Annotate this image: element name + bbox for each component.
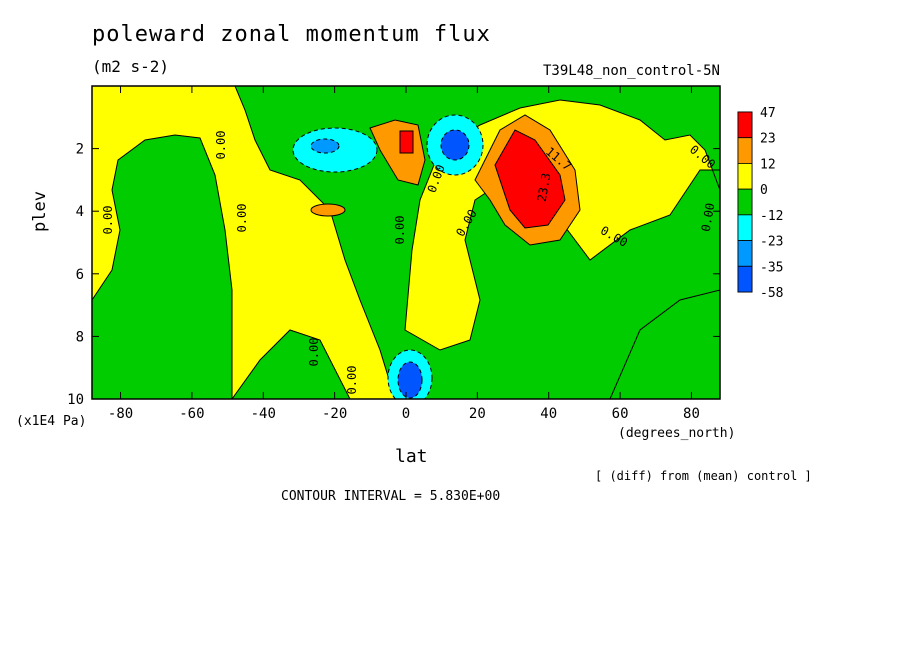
colorbar-swatch [737, 137, 753, 164]
colorbar-swatch [737, 188, 753, 216]
x-tick-label: 40 [540, 406, 557, 422]
contour-label: 0.00 [214, 131, 228, 160]
colorbar-swatch [737, 265, 753, 293]
colorbar-level-label: 47 [760, 106, 776, 121]
x-axis-units: (degrees_north) [618, 426, 736, 441]
contour-label: 0.00 [393, 216, 407, 245]
x-tick-label: 20 [469, 406, 486, 422]
field-blue [310, 138, 340, 154]
colorbar-swatch [737, 240, 753, 267]
field-blue [397, 361, 423, 399]
diff-note: [ (diff) from (mean) control ] [595, 469, 812, 483]
y-axis-units: (x1E4 Pa) [16, 414, 87, 429]
field-orange [310, 203, 346, 217]
y-tick-label: 4 [76, 204, 84, 220]
y-tick-label: 2 [76, 142, 84, 158]
field-green [609, 289, 720, 399]
colorbar-swatch [737, 111, 753, 139]
x-tick-label: -40 [251, 406, 276, 422]
chart-title: poleward zonal momentum flux [92, 22, 491, 47]
contour-interval: CONTOUR INTERVAL = 5.830E+00 [281, 489, 501, 504]
field-blue [440, 129, 470, 161]
field-green [231, 329, 351, 399]
contour-label: 0.00 [101, 206, 115, 235]
field-red [399, 130, 414, 154]
colorbar-level-label: -35 [760, 260, 783, 275]
colorbar-level-label: -58 [760, 286, 783, 301]
x-tick-label: 80 [683, 406, 700, 422]
colorbar-level-label: -23 [760, 235, 783, 250]
field-green [92, 86, 233, 399]
colorbar-level-label: 0 [760, 183, 768, 198]
y-tick-label: 6 [76, 267, 84, 283]
y-tick-label: 8 [76, 329, 84, 345]
colorbar-level-label: -12 [760, 209, 783, 224]
contour-label: 0.00 [345, 366, 359, 395]
run-label: T39L48_non_control-5N [542, 63, 720, 79]
contour-label: 0.00 [699, 202, 718, 233]
x-tick-label: -20 [322, 406, 347, 422]
y-tick-label: 10 [67, 392, 84, 408]
x-tick-label: 0 [402, 406, 410, 422]
field-red [494, 129, 566, 229]
contour-label: 0.00 [307, 338, 321, 367]
colorbar-level-label: 12 [760, 157, 776, 172]
x-tick-label: -60 [179, 406, 204, 422]
colorbar-swatch [737, 163, 753, 190]
x-tick-label: 60 [612, 406, 629, 422]
x-axis-label: lat [395, 446, 428, 467]
x-tick-label: -80 [108, 406, 133, 422]
contour-label: 0.00 [235, 204, 249, 233]
colorbar-level-label: 23 [760, 132, 776, 147]
chart-units: (m2 s-2) [92, 57, 170, 76]
contour-label: 23.3 [535, 172, 554, 203]
colorbar-swatch [737, 214, 753, 241]
